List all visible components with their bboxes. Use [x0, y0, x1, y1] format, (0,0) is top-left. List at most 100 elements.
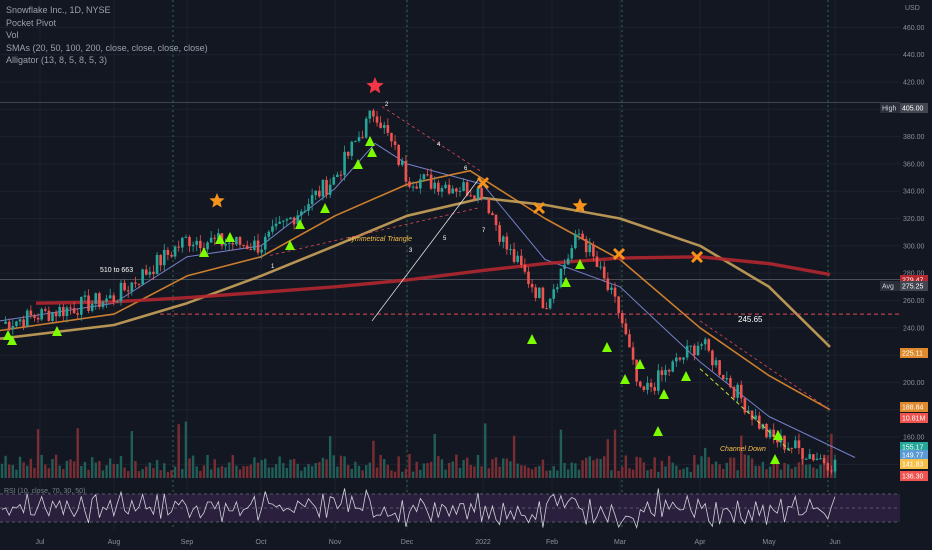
- volume-bar: [732, 457, 736, 478]
- volume-bar: [123, 467, 126, 478]
- volume-bar: [256, 462, 260, 478]
- candle-body: [25, 310, 29, 327]
- candle-body: [310, 195, 314, 205]
- volume-bar: [173, 466, 177, 478]
- pocket-pivot-triangle: [215, 234, 225, 244]
- candle-body: [256, 240, 260, 253]
- volume-bar: [696, 464, 700, 478]
- volume-bar: [159, 470, 162, 478]
- candle-body: [242, 244, 245, 246]
- volume-bar: [675, 465, 678, 478]
- candle-body: [397, 144, 400, 165]
- volume-bar: [419, 469, 422, 478]
- volume-bar: [502, 458, 505, 478]
- price-tags: High405.00279.47Avg275.25225.11188.8410.…: [880, 103, 928, 481]
- volume-bar: [368, 462, 372, 478]
- volume-bar: [152, 468, 155, 478]
- candle-body: [440, 188, 444, 192]
- volume-bar: [36, 429, 40, 478]
- legend-pocket-pivot[interactable]: Pocket Pivot: [6, 17, 57, 28]
- candle-body: [69, 307, 72, 309]
- volume-bar: [530, 469, 534, 478]
- y-tick-label: 200.00: [903, 380, 925, 387]
- volume-bar: [94, 462, 97, 478]
- candle-body: [610, 287, 613, 290]
- volume-bar: [339, 455, 343, 478]
- candle-body: [783, 435, 786, 450]
- volume-bar: [393, 471, 397, 478]
- candle-body: [812, 454, 815, 461]
- candle-body: [530, 283, 534, 288]
- volume-bar: [321, 457, 325, 478]
- volume-bar: [437, 456, 440, 478]
- price-tag-value: 10.81M: [902, 416, 926, 423]
- volume-bar: [534, 467, 537, 478]
- volume-bar: [747, 455, 750, 478]
- candle-body: [217, 233, 220, 239]
- annotation-triangle: symmetrical Triangle: [348, 236, 412, 243]
- candle-body: [606, 278, 610, 290]
- candle-body: [90, 303, 94, 311]
- candle-body: [87, 295, 90, 311]
- volume-bar: [794, 466, 797, 478]
- volume-bar: [404, 468, 408, 478]
- candle-body: [469, 195, 473, 197]
- legend-vol[interactable]: Vol: [6, 30, 19, 40]
- annotations: 510 to 663 symmetrical Triangle 245.65 Chan…: [100, 102, 766, 453]
- candle-body: [794, 440, 797, 449]
- candle-body: [357, 137, 361, 142]
- wave-label: 7: [482, 228, 486, 234]
- pocket-pivot-triangle: [225, 232, 235, 242]
- volume-bar: [458, 467, 462, 478]
- candle-body: [235, 237, 238, 245]
- vertical-markers: [0, 0, 900, 530]
- price-tag-label: High: [882, 106, 897, 113]
- candle-body: [108, 295, 112, 299]
- candle-body: [646, 382, 649, 390]
- volume-bar: [365, 465, 368, 478]
- pocket-pivot-triangle: [353, 159, 363, 169]
- legend-symbol[interactable]: Snowflake Inc., 1D, NYSE: [6, 5, 111, 15]
- volume-bar: [657, 471, 660, 478]
- volume-bar: [282, 463, 285, 478]
- volume-bar: [599, 459, 602, 478]
- x-tick-label: Jul: [36, 539, 45, 546]
- candle-body: [191, 244, 195, 247]
- legend-smas[interactable]: SMAs (20, 50, 100, 200, close, close, cl…: [6, 42, 208, 53]
- candle-body: [83, 295, 87, 297]
- candle-body: [754, 415, 757, 420]
- volume-bars: [0, 421, 837, 478]
- candle-body: [664, 369, 667, 376]
- candle-body: [289, 217, 292, 220]
- candle-body: [271, 226, 274, 232]
- pocket-pivot-triangle: [561, 277, 571, 287]
- wave-label: 1: [271, 264, 275, 270]
- candle-body: [512, 249, 516, 262]
- volume-bar: [776, 458, 779, 478]
- candle-body: [667, 369, 671, 372]
- volume-bar: [422, 463, 426, 478]
- candle-body: [797, 440, 801, 449]
- volume-bar: [473, 466, 476, 478]
- candle-body: [750, 410, 754, 420]
- volume-bar: [116, 464, 119, 478]
- x-tick-label: Feb: [546, 539, 558, 546]
- pocket-pivot-triangle: [527, 334, 537, 344]
- volume-bar: [621, 466, 624, 478]
- volume-bar: [69, 459, 72, 478]
- pocket-pivot-triangle: [52, 326, 62, 336]
- volume-bar: [202, 465, 206, 478]
- candle-body: [314, 190, 318, 196]
- volume-bar: [307, 463, 310, 478]
- volume-bar: [433, 434, 436, 478]
- volume-bar: [0, 463, 4, 478]
- legend-alligator[interactable]: Alligator (13, 8, 5, 8, 5, 3): [6, 55, 108, 65]
- candle-body: [653, 387, 656, 391]
- volume-bar: [804, 464, 808, 478]
- candle-body: [94, 293, 98, 304]
- y-tick-label: 440.00: [903, 52, 925, 59]
- volume-bar: [314, 463, 317, 478]
- volume-bar: [455, 454, 458, 478]
- drawings: [160, 106, 900, 452]
- volume-bar: [383, 458, 386, 478]
